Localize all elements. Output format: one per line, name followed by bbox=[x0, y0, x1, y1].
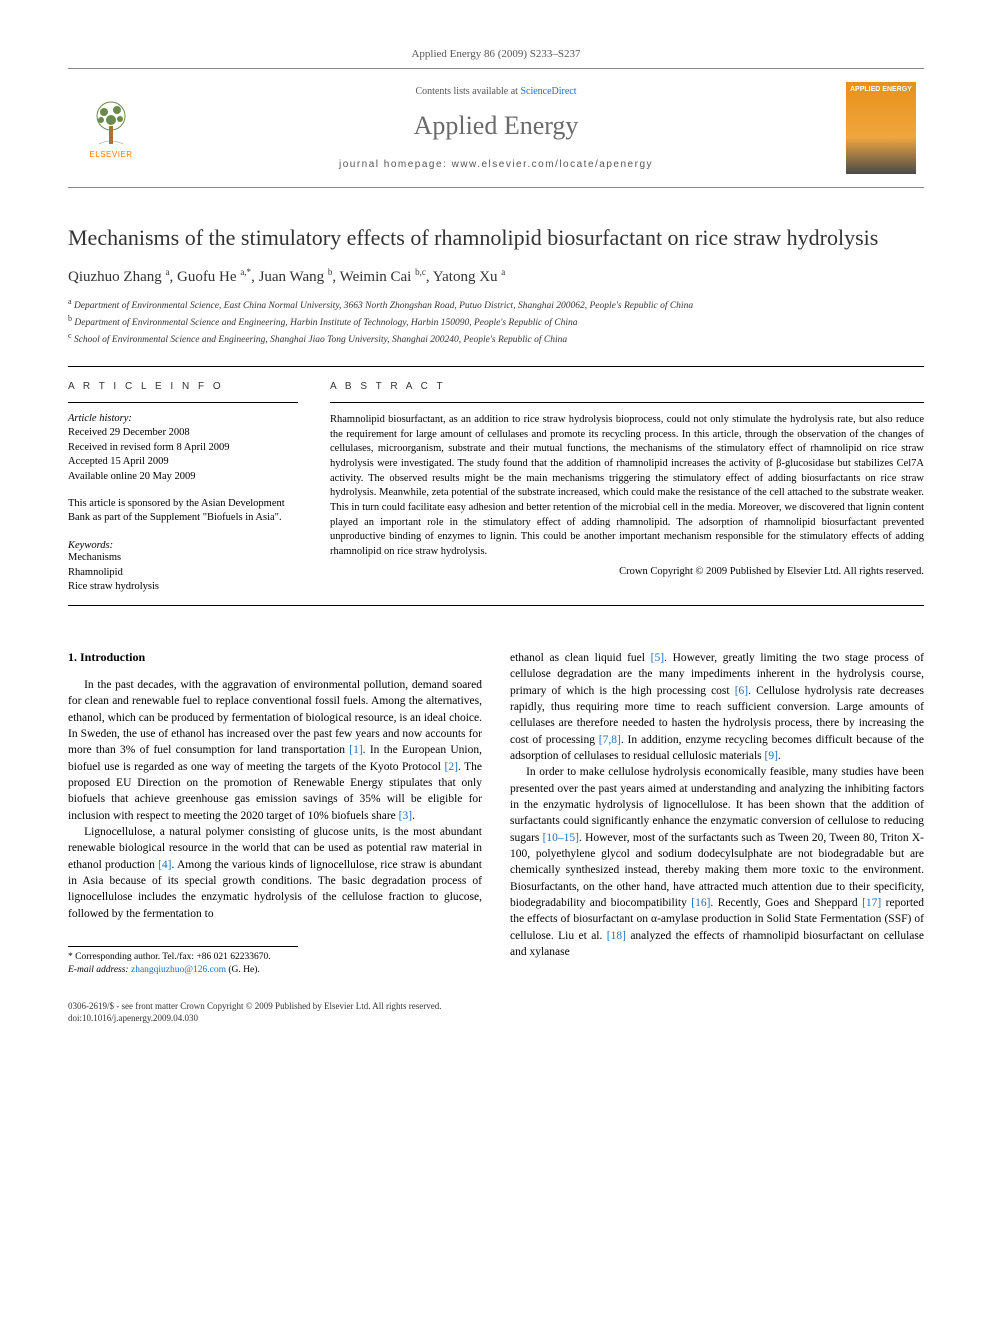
journal-cover-thumbnail[interactable]: APPLIED ENERGY bbox=[846, 82, 916, 174]
reference-link[interactable]: [2] bbox=[445, 761, 458, 773]
section-heading-intro: 1. Introduction bbox=[68, 650, 482, 665]
contents-prefix: Contents lists available at bbox=[415, 86, 520, 97]
sponsor-note: This article is sponsored by the Asian D… bbox=[68, 497, 298, 526]
corresponding-author-block: * Corresponding author. Tel./fax: +86 02… bbox=[68, 946, 298, 978]
body-paragraph: In the past decades, with the aggravatio… bbox=[68, 677, 482, 824]
reference-link[interactable]: [16] bbox=[691, 897, 710, 909]
body-paragraph: Lignocellulose, a natural polymer consis… bbox=[68, 824, 482, 922]
reference-link[interactable]: [18] bbox=[607, 930, 626, 942]
email-label: E-mail address: bbox=[68, 965, 129, 975]
contents-available-line: Contents lists available at ScienceDirec… bbox=[146, 86, 846, 97]
reference-link[interactable]: [10–15] bbox=[543, 832, 579, 844]
body-column-left: 1. Introduction In the past decades, wit… bbox=[68, 650, 482, 978]
affiliation-item: b Department of Environmental Science an… bbox=[68, 313, 924, 330]
keywords-label: Keywords: bbox=[68, 540, 298, 551]
history-item: Received 29 December 2008 bbox=[68, 426, 298, 441]
corresponding-name: (G. He). bbox=[228, 965, 259, 975]
affiliation-list: a Department of Environmental Science, E… bbox=[68, 296, 924, 348]
cover-title: APPLIED ENERGY bbox=[850, 86, 912, 94]
history-list: Received 29 December 2008Received in rev… bbox=[68, 426, 298, 485]
reference-link[interactable]: [1] bbox=[349, 744, 362, 756]
history-item: Available online 20 May 2009 bbox=[68, 470, 298, 485]
article-info-column: A R T I C L E I N F O Article history: R… bbox=[68, 381, 298, 595]
corresponding-label: * Corresponding author. Tel./fax: +86 02… bbox=[68, 951, 298, 964]
body-column-right: ethanol as clean liquid fuel [5]. Howeve… bbox=[510, 650, 924, 978]
author-list: Qiuzhuo Zhang a, Guofu He a,*, Juan Wang… bbox=[68, 267, 924, 286]
reference-link[interactable]: [7,8] bbox=[599, 734, 621, 746]
abstract-column: A B S T R A C T Rhamnolipid biosurfactan… bbox=[330, 381, 924, 595]
info-abstract-row: A R T I C L E I N F O Article history: R… bbox=[68, 366, 924, 595]
publisher-logo[interactable]: ELSEVIER bbox=[76, 89, 146, 167]
reference-link[interactable]: [17] bbox=[862, 897, 881, 909]
homepage-prefix: journal homepage: bbox=[339, 159, 452, 170]
history-item: Received in revised form 8 April 2009 bbox=[68, 441, 298, 456]
sciencedirect-link[interactable]: ScienceDirect bbox=[520, 86, 576, 97]
body-paragraph: ethanol as clean liquid fuel [5]. Howeve… bbox=[510, 650, 924, 764]
journal-article-page: Applied Energy 86 (2009) S233–S237 ELSEV… bbox=[0, 0, 992, 1065]
keyword-item: Rhamnolipid bbox=[68, 566, 298, 581]
journal-homepage-line: journal homepage: www.elsevier.com/locat… bbox=[146, 159, 846, 170]
elsevier-tree-icon bbox=[89, 98, 133, 148]
homepage-url[interactable]: www.elsevier.com/locate/apenergy bbox=[452, 159, 653, 170]
page-footer: 0306-2619/$ - see front matter Crown Cop… bbox=[68, 1000, 924, 1025]
reference-link[interactable]: [4] bbox=[158, 859, 171, 871]
footer-front-matter: 0306-2619/$ - see front matter Crown Cop… bbox=[68, 1000, 924, 1013]
banner-center: Contents lists available at ScienceDirec… bbox=[146, 86, 846, 170]
history-label: Article history: bbox=[68, 413, 298, 424]
header-citation: Applied Energy 86 (2009) S233–S237 bbox=[68, 48, 924, 60]
reference-link[interactable]: [3] bbox=[399, 810, 412, 822]
reference-link[interactable]: [9] bbox=[765, 750, 778, 762]
corresponding-email-link[interactable]: zhangqiuzhuo@126.com bbox=[131, 965, 226, 975]
journal-name: Applied Energy bbox=[146, 111, 846, 141]
reference-link[interactable]: [6] bbox=[735, 685, 748, 697]
abstract-text: Rhamnolipid biosurfactant, as an additio… bbox=[330, 413, 924, 560]
journal-banner: ELSEVIER Contents lists available at Sci… bbox=[68, 68, 924, 188]
affiliation-item: c School of Environmental Science and En… bbox=[68, 330, 924, 347]
publisher-logo-text: ELSEVIER bbox=[89, 150, 132, 159]
history-item: Accepted 15 April 2009 bbox=[68, 455, 298, 470]
corresponding-email-line: E-mail address: zhangqiuzhuo@126.com (G.… bbox=[68, 964, 298, 977]
keyword-item: Mechanisms bbox=[68, 551, 298, 566]
affiliation-item: a Department of Environmental Science, E… bbox=[68, 296, 924, 313]
article-info-label: A R T I C L E I N F O bbox=[68, 381, 298, 392]
body-two-column: 1. Introduction In the past decades, wit… bbox=[68, 650, 924, 978]
footer-doi: doi:10.1016/j.apenergy.2009.04.030 bbox=[68, 1012, 924, 1025]
title-block: Mechanisms of the stimulatory effects of… bbox=[68, 224, 924, 348]
abstract-copyright: Crown Copyright © 2009 Published by Else… bbox=[330, 566, 924, 577]
abstract-label: A B S T R A C T bbox=[330, 381, 924, 392]
reference-link[interactable]: [5] bbox=[651, 652, 664, 664]
article-title: Mechanisms of the stimulatory effects of… bbox=[68, 224, 924, 253]
keyword-item: Rice straw hydrolysis bbox=[68, 580, 298, 595]
body-paragraph: In order to make cellulose hydrolysis ec… bbox=[510, 764, 924, 960]
keywords-list: MechanismsRhamnolipidRice straw hydrolys… bbox=[68, 551, 298, 595]
